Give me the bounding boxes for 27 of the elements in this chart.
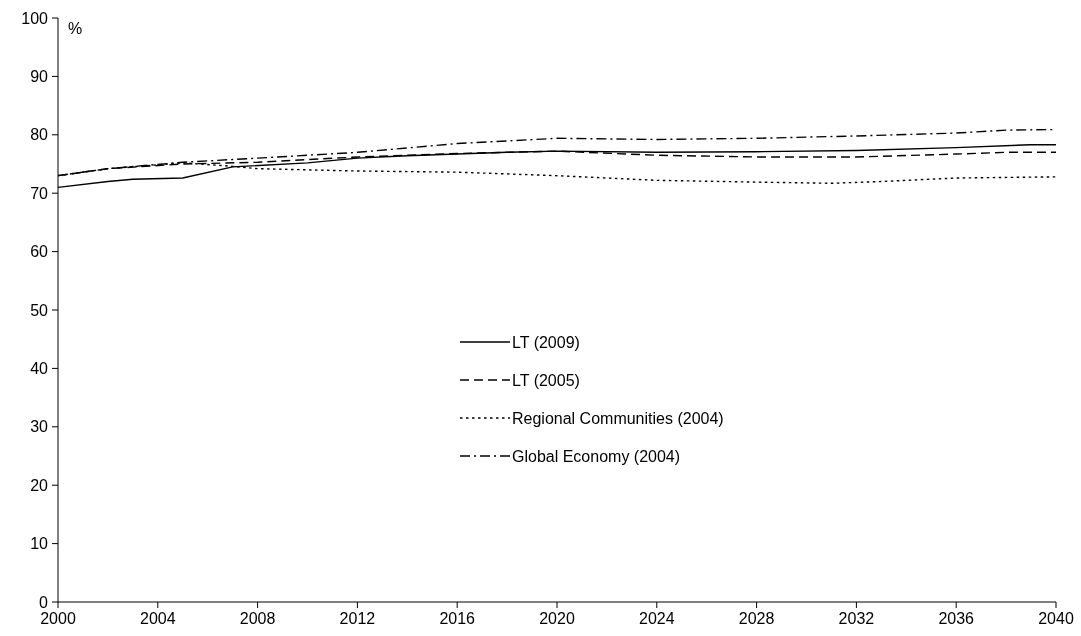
legend-label: LT (2009) <box>512 333 580 351</box>
y-tick-label: 70 <box>30 184 49 202</box>
x-tick-label: 2036 <box>938 610 975 627</box>
legend-label: Global Economy (2004) <box>512 447 681 465</box>
y-tick-label: 20 <box>30 476 49 494</box>
legend-label: Regional Communities (2004) <box>512 409 724 427</box>
x-tick-label: 2020 <box>539 610 575 627</box>
x-tick-label: 2012 <box>339 610 376 627</box>
x-tick-label: 2016 <box>439 610 476 627</box>
y-tick-label: 80 <box>30 126 49 144</box>
y-axis-title: % <box>68 20 83 37</box>
y-tick-label: 40 <box>30 360 49 377</box>
x-tick-label: 2008 <box>239 610 276 627</box>
x-tick-label: 2004 <box>140 610 176 627</box>
legend-label: LT (2005) <box>512 371 580 389</box>
y-tick-label: 100 <box>21 9 49 27</box>
x-tick-label: 2040 <box>1038 610 1074 627</box>
x-tick-label: 2032 <box>838 610 875 627</box>
y-tick-label: 60 <box>30 243 49 261</box>
x-tick-label: 2028 <box>738 610 775 627</box>
y-tick-label: 30 <box>30 418 49 436</box>
y-tick-label: 10 <box>30 535 49 553</box>
y-tick-label: 0 <box>39 593 49 611</box>
y-tick-label: 90 <box>30 68 49 85</box>
x-tick-label: 2000 <box>40 610 76 627</box>
y-tick-label: 50 <box>30 301 49 319</box>
x-tick-label: 2024 <box>639 610 675 627</box>
